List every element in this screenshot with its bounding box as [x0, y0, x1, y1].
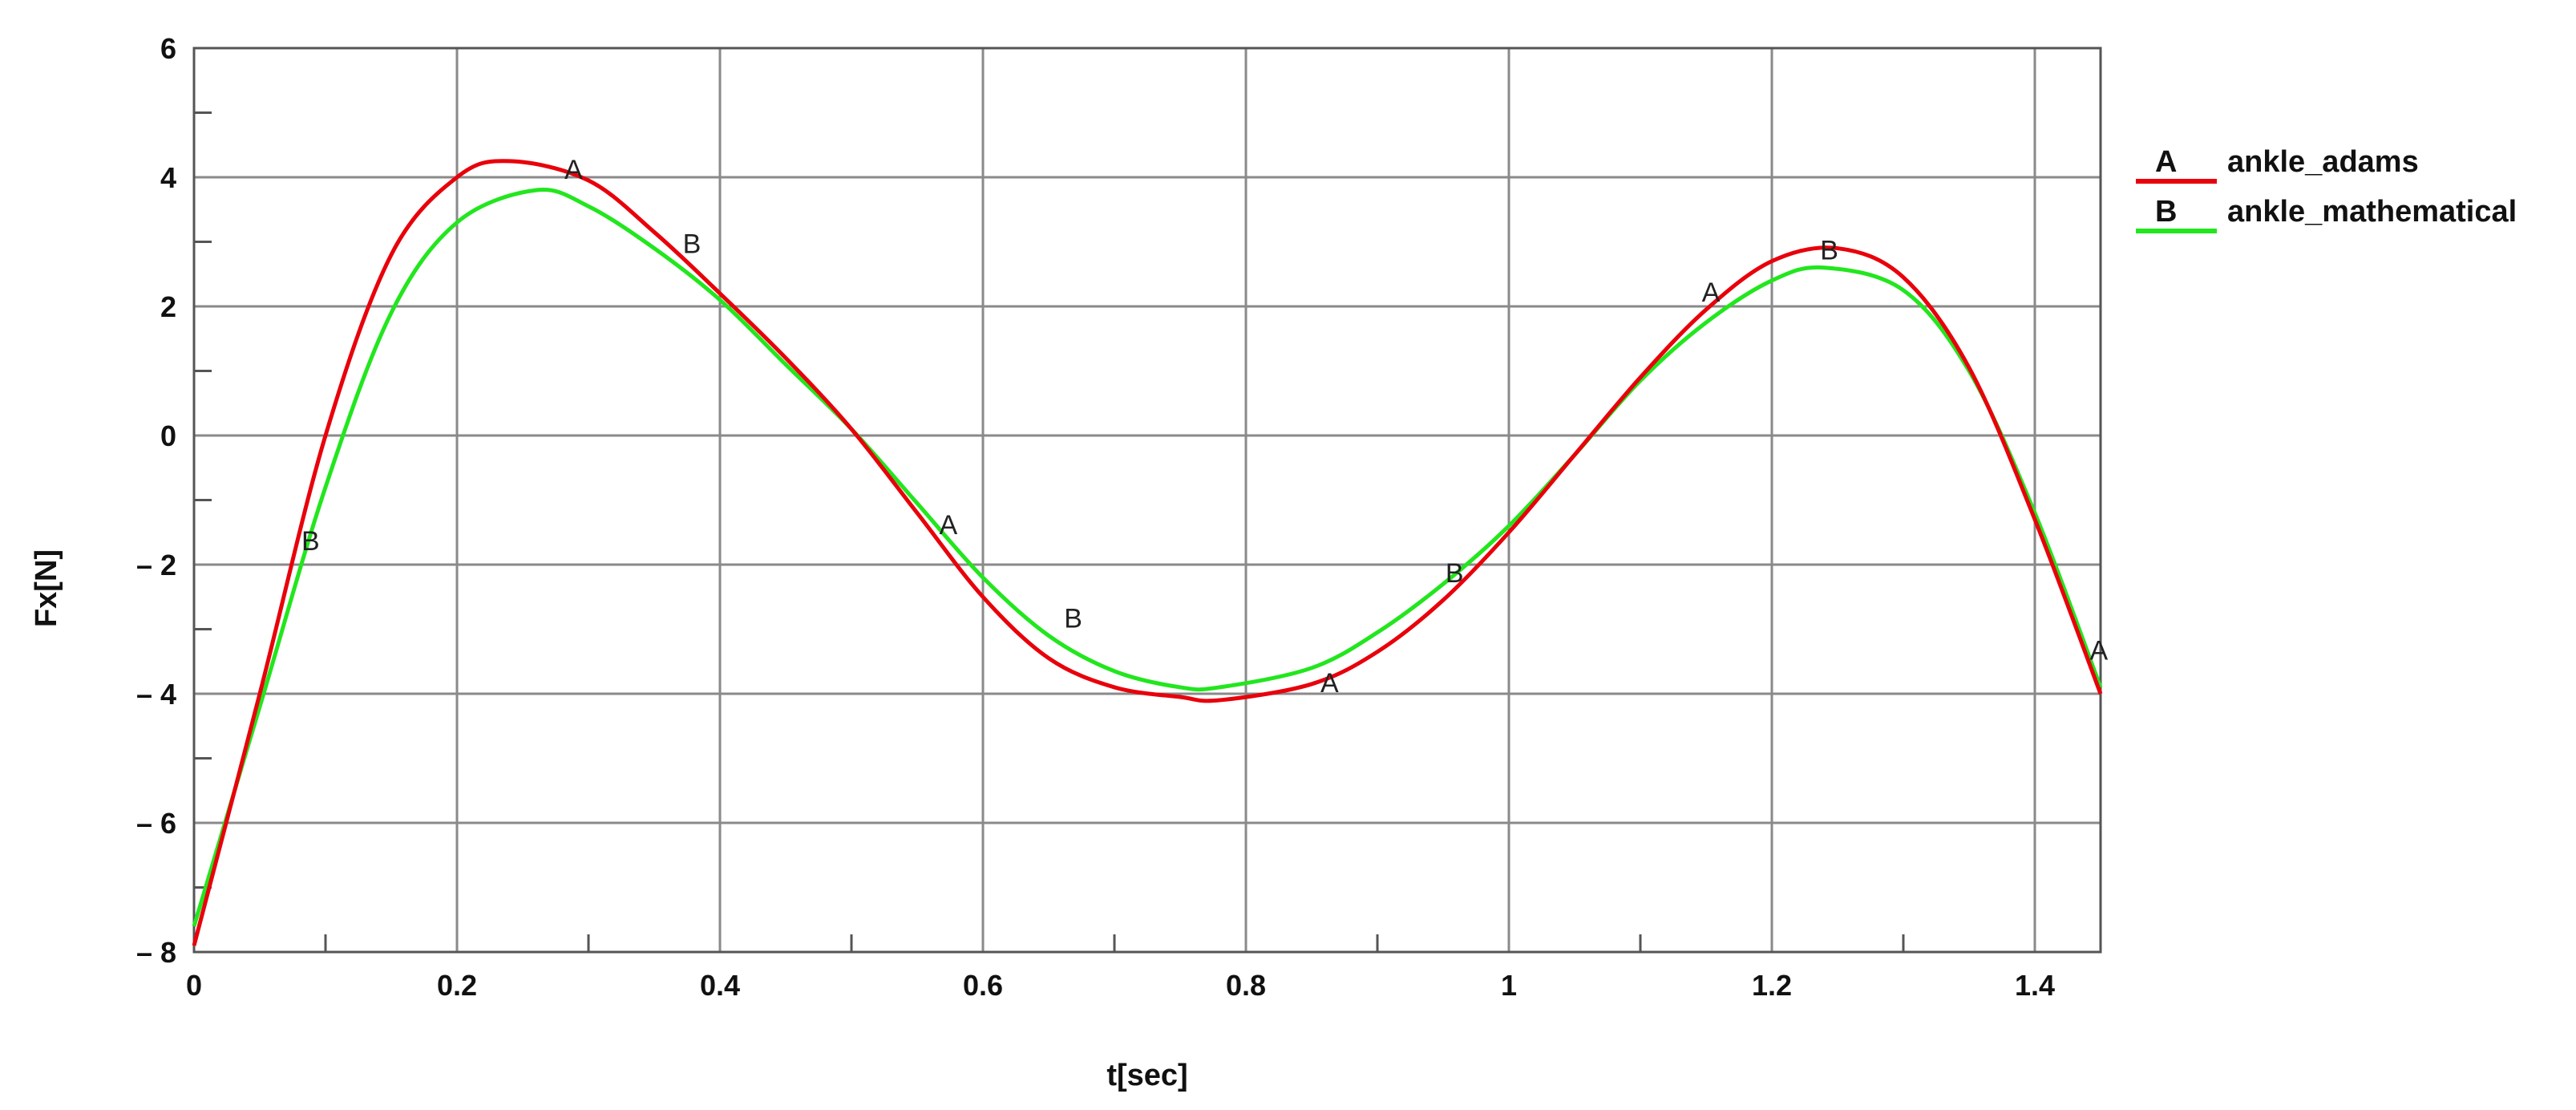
series-marker-labels: A A A A A B B B B B: [301, 155, 2108, 699]
marker-label-B: B: [1446, 558, 1464, 589]
y-tick-labels: – 8 – 6 – 4 – 2 0 2 4 6: [136, 32, 176, 969]
y-tick-label: – 2: [136, 549, 176, 581]
x-tick-label: 0.6: [963, 969, 1003, 1002]
y-tick-label: 0: [160, 419, 176, 452]
x-tick-label: 1: [1501, 969, 1517, 1002]
marker-label-A: A: [939, 510, 957, 541]
y-tick-label: 4: [160, 161, 176, 194]
y-tick-label: – 6: [136, 807, 176, 840]
legend-item-ankle-adams: A ankle_adams: [2136, 145, 2419, 184]
y-axis-label: Fx[N]: [30, 549, 63, 627]
y-tick-label: 2: [160, 290, 176, 323]
legend-label-ankle-adams: ankle_adams: [2227, 145, 2419, 179]
y-tick-label: – 8: [136, 936, 176, 969]
marker-label-B: B: [1820, 236, 1838, 266]
legend: A ankle_adams B ankle_mathematical: [2136, 145, 2517, 233]
marker-label-A: A: [2089, 636, 2108, 666]
marker-label-B: B: [301, 526, 320, 557]
legend-item-ankle-mathematical: B ankle_mathematical: [2136, 195, 2517, 233]
grid-lines: [194, 48, 2101, 952]
x-tick-label: 0.2: [437, 969, 477, 1002]
plot-frame: [192, 47, 2102, 954]
x-tick-label: 0.4: [700, 969, 740, 1002]
legend-marker-ankle-adams: A: [2155, 145, 2177, 179]
y-tick-label: 6: [160, 32, 176, 65]
series-lines: [192, 159, 2103, 946]
x-tick-label: 1.4: [2015, 969, 2055, 1002]
marker-label-B: B: [1064, 603, 1082, 634]
marker-label-B: B: [683, 229, 702, 260]
marker-label-A: A: [1320, 668, 1339, 699]
x-tick-labels: 0 0.2 0.4 0.6 0.8 1 1.2 1.4: [186, 969, 2055, 1002]
series-line-ankle-mathematical: [192, 188, 2103, 927]
x-tick-label: 0.8: [1226, 969, 1266, 1002]
minor-ticks: [194, 111, 1905, 952]
marker-label-A: A: [1702, 278, 1721, 308]
marker-label-A: A: [564, 155, 583, 185]
x-tick-label: 0: [186, 969, 202, 1002]
legend-label-ankle-mathematical: ankle_mathematical: [2227, 195, 2517, 229]
x-axis-label: t[sec]: [1106, 1059, 1187, 1092]
y-tick-label: – 4: [136, 678, 176, 711]
x-tick-label: 1.2: [1752, 969, 1792, 1002]
legend-marker-ankle-mathematical: B: [2155, 195, 2177, 229]
series-line-ankle-adams: [192, 159, 2103, 946]
